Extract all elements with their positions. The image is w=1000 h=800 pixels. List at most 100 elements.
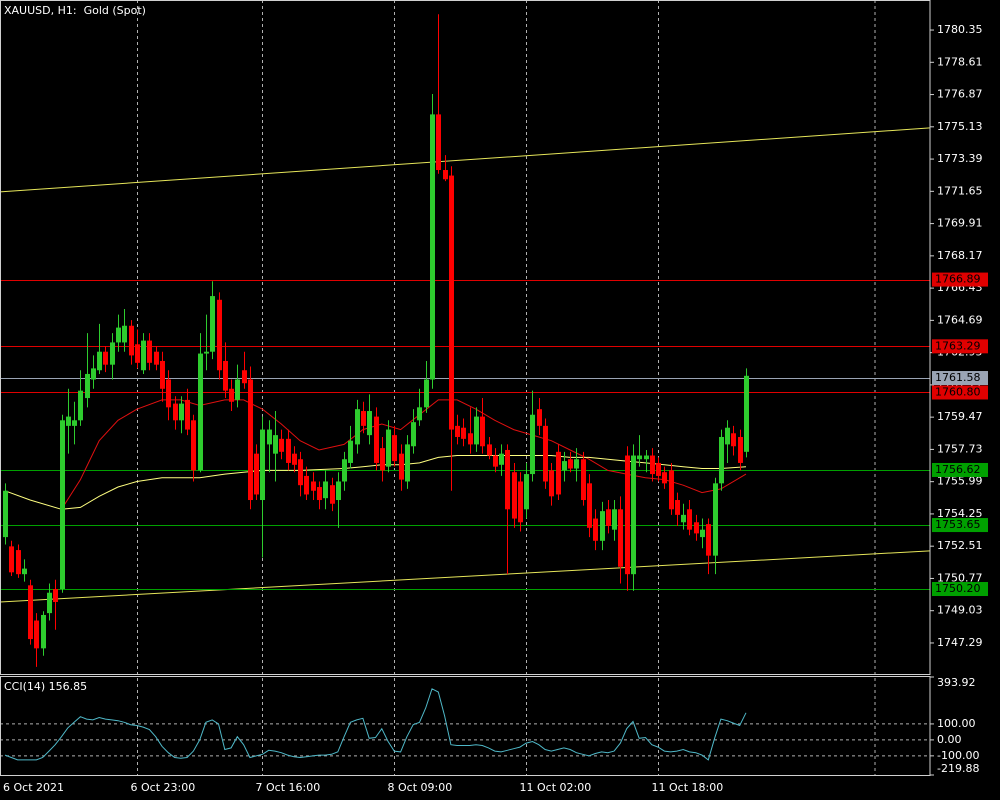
candle-body bbox=[85, 373, 90, 399]
y-tick-label: 1759.47 bbox=[937, 410, 983, 423]
candle-body bbox=[160, 360, 165, 389]
candle-body bbox=[618, 509, 623, 567]
candle-body bbox=[631, 455, 636, 575]
candle-body bbox=[229, 388, 234, 402]
candle-body bbox=[744, 375, 749, 452]
candle-body bbox=[725, 427, 730, 445]
candle-body bbox=[399, 453, 404, 480]
candle-body bbox=[474, 416, 479, 445]
x-tick-label: 8 Oct 09:00 bbox=[388, 781, 453, 794]
candle-body bbox=[41, 614, 46, 649]
candle-body bbox=[298, 459, 303, 486]
y-tick-label: 1752.51 bbox=[937, 539, 983, 552]
candle-body bbox=[154, 351, 159, 365]
level-label-box bbox=[932, 518, 988, 533]
candle-body bbox=[292, 453, 297, 465]
candle-body bbox=[587, 483, 592, 528]
x-tick-label: 7 Oct 16:00 bbox=[256, 781, 321, 794]
candle-body bbox=[330, 485, 335, 504]
candle-body bbox=[669, 470, 674, 510]
level-label: 1753.65 bbox=[935, 518, 981, 531]
candle-body bbox=[97, 351, 102, 371]
level-label: 1760.80 bbox=[935, 385, 981, 398]
candle-body bbox=[374, 416, 379, 463]
candle-body bbox=[675, 500, 680, 515]
candle-body bbox=[304, 475, 309, 495]
candle-body bbox=[122, 325, 127, 343]
candle-body bbox=[9, 546, 14, 573]
candle-body bbox=[436, 114, 441, 171]
price-panel bbox=[0, 14, 930, 667]
candle-body bbox=[392, 435, 397, 462]
candle-body bbox=[637, 455, 642, 460]
candle-body bbox=[687, 509, 692, 530]
chart-title: XAUUSD, H1: Gold (Spot) bbox=[4, 4, 146, 17]
candle-body bbox=[430, 114, 435, 380]
candle-body bbox=[593, 518, 598, 541]
level-label-box bbox=[932, 582, 988, 597]
candle-body bbox=[260, 429, 265, 501]
candle-body bbox=[198, 353, 203, 471]
candle-body bbox=[110, 342, 115, 365]
candle-body bbox=[524, 474, 529, 510]
y-tick-label: 1776.87 bbox=[937, 88, 983, 101]
level-label: 1766.89 bbox=[935, 273, 981, 286]
candle-body bbox=[480, 416, 485, 447]
cci-panel bbox=[0, 688, 930, 761]
candle-body bbox=[34, 620, 39, 649]
candle-body bbox=[530, 414, 535, 475]
candle-body bbox=[135, 344, 140, 363]
candle-body bbox=[129, 325, 134, 356]
y-tick-label: 1754.25 bbox=[937, 507, 983, 520]
candle-body bbox=[279, 438, 284, 452]
candle-body bbox=[512, 472, 517, 519]
candle-body bbox=[361, 411, 366, 426]
cci-title: CCI(14) 156.85 bbox=[4, 680, 87, 693]
candle-body bbox=[273, 435, 278, 454]
candle-body bbox=[235, 379, 240, 400]
candle-body bbox=[443, 170, 448, 180]
candle-body bbox=[173, 403, 178, 421]
candle-body bbox=[731, 433, 736, 447]
candle-body bbox=[681, 514, 686, 523]
candle-body bbox=[223, 360, 228, 391]
y-tick-label: 1771.65 bbox=[937, 184, 983, 197]
candle-body bbox=[342, 459, 347, 482]
candle-body bbox=[549, 470, 554, 497]
candle-body bbox=[574, 459, 579, 469]
candle-body bbox=[91, 368, 96, 380]
candle-body bbox=[355, 409, 360, 445]
candle-body bbox=[505, 449, 510, 510]
cci-frame bbox=[0, 676, 931, 776]
candle-body bbox=[537, 409, 542, 426]
candle-body bbox=[210, 296, 215, 352]
y-tick-label: 1755.99 bbox=[937, 475, 983, 488]
candle-body bbox=[700, 529, 705, 538]
candle-body bbox=[449, 175, 454, 430]
y-tick-label: 1768.17 bbox=[937, 249, 983, 262]
candle-body bbox=[47, 592, 52, 614]
candle-body bbox=[16, 550, 21, 575]
candle-body bbox=[405, 444, 410, 482]
candle-body bbox=[518, 481, 523, 523]
candle-body bbox=[242, 370, 247, 384]
candle-body bbox=[738, 436, 743, 463]
candle-body bbox=[103, 351, 108, 365]
trendline bbox=[0, 550, 930, 603]
candle-body bbox=[455, 425, 460, 437]
level-label: 1750.20 bbox=[935, 582, 981, 595]
x-tick-label: 11 Oct 18:00 bbox=[652, 781, 724, 794]
candle-body bbox=[3, 490, 8, 538]
candle-body bbox=[606, 509, 611, 526]
candle-body bbox=[204, 351, 209, 354]
x-tick-label: 6 Oct 23:00 bbox=[131, 781, 196, 794]
candle-body bbox=[28, 585, 33, 640]
cci-tick-label: 393.92 bbox=[937, 676, 976, 689]
candle-body bbox=[562, 461, 567, 471]
level-label-box bbox=[932, 385, 988, 400]
candle-body bbox=[22, 568, 27, 575]
candle-body bbox=[66, 416, 71, 426]
cci-tick-label: -100.00 bbox=[937, 749, 979, 762]
